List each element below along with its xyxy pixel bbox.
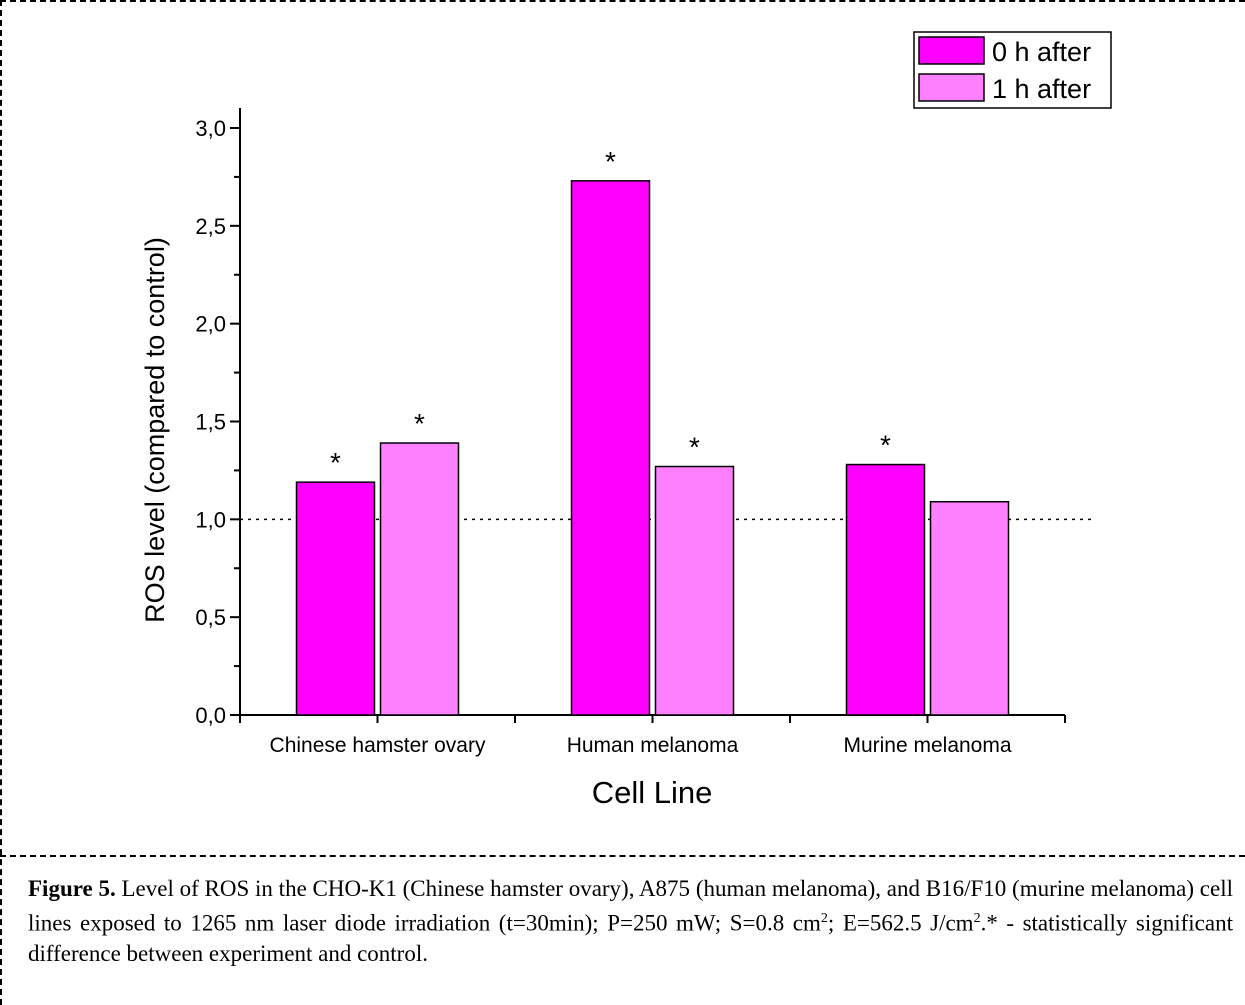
bar xyxy=(845,463,926,716)
caption-text: Level of ROS in the CHO-K1 (Chinese hams… xyxy=(28,876,1234,936)
caption-box xyxy=(0,855,1245,1005)
caption-text: .* - statistically significant differenc… xyxy=(28,910,1233,966)
legend-swatch xyxy=(918,73,985,102)
y-axis: 0,0 0,5 1,0 1,5 2,0 2,5 3,0 xyxy=(195,108,241,728)
significance-marker: * xyxy=(414,408,425,439)
significance-marker: * xyxy=(605,146,616,177)
significance-marker: * xyxy=(689,432,700,463)
x-axis: Chinese hamster ovary Human melanoma Murin… xyxy=(239,714,1066,757)
y-tick-label: 2,5 xyxy=(195,214,226,239)
significance-marker: * xyxy=(880,430,891,461)
figure-caption: Figure 5. Level of ROS in the CHO-K1 (Ch… xyxy=(28,874,1233,969)
x-axis-label: Cell Line xyxy=(592,775,713,810)
y-tick-label: 3,0 xyxy=(195,116,226,141)
legend-label: 0 h after xyxy=(992,37,1091,67)
y-tick-label: 0,5 xyxy=(195,605,226,630)
legend-swatch xyxy=(918,36,985,65)
y-tick-label: 1,0 xyxy=(195,507,226,532)
bar xyxy=(379,442,460,716)
y-axis-label: ROS level (compared to control) xyxy=(140,237,170,623)
bar-chart: 0,0 0,5 1,0 1,5 2,0 2,5 3,0 Chinese hamster ov… xyxy=(140,31,1112,810)
significance-marker: * xyxy=(330,447,341,478)
y-tick-label: 0,0 xyxy=(195,703,226,728)
y-tick-label: 1,5 xyxy=(195,410,226,435)
x-tick-label: Chinese hamster ovary xyxy=(270,734,486,757)
bars xyxy=(295,180,1010,716)
bar xyxy=(929,500,1010,716)
legend: 0 h after 1 h after xyxy=(913,31,1112,109)
legend-label: 1 h after xyxy=(992,74,1091,104)
x-tick-label: Murine melanoma xyxy=(843,734,1011,757)
caption-superscript: 2 xyxy=(820,911,828,926)
x-tick-label: Human melanoma xyxy=(567,734,739,757)
bar xyxy=(295,481,376,716)
bar xyxy=(570,180,651,716)
bar xyxy=(654,465,735,716)
caption-label: Figure 5. xyxy=(28,876,116,901)
y-tick-label: 2,0 xyxy=(195,312,226,337)
significance-markers: * * * * * xyxy=(330,146,891,478)
caption-superscript: 2 xyxy=(973,911,981,926)
caption-text: ; E=562.5 J/cm xyxy=(827,910,974,936)
